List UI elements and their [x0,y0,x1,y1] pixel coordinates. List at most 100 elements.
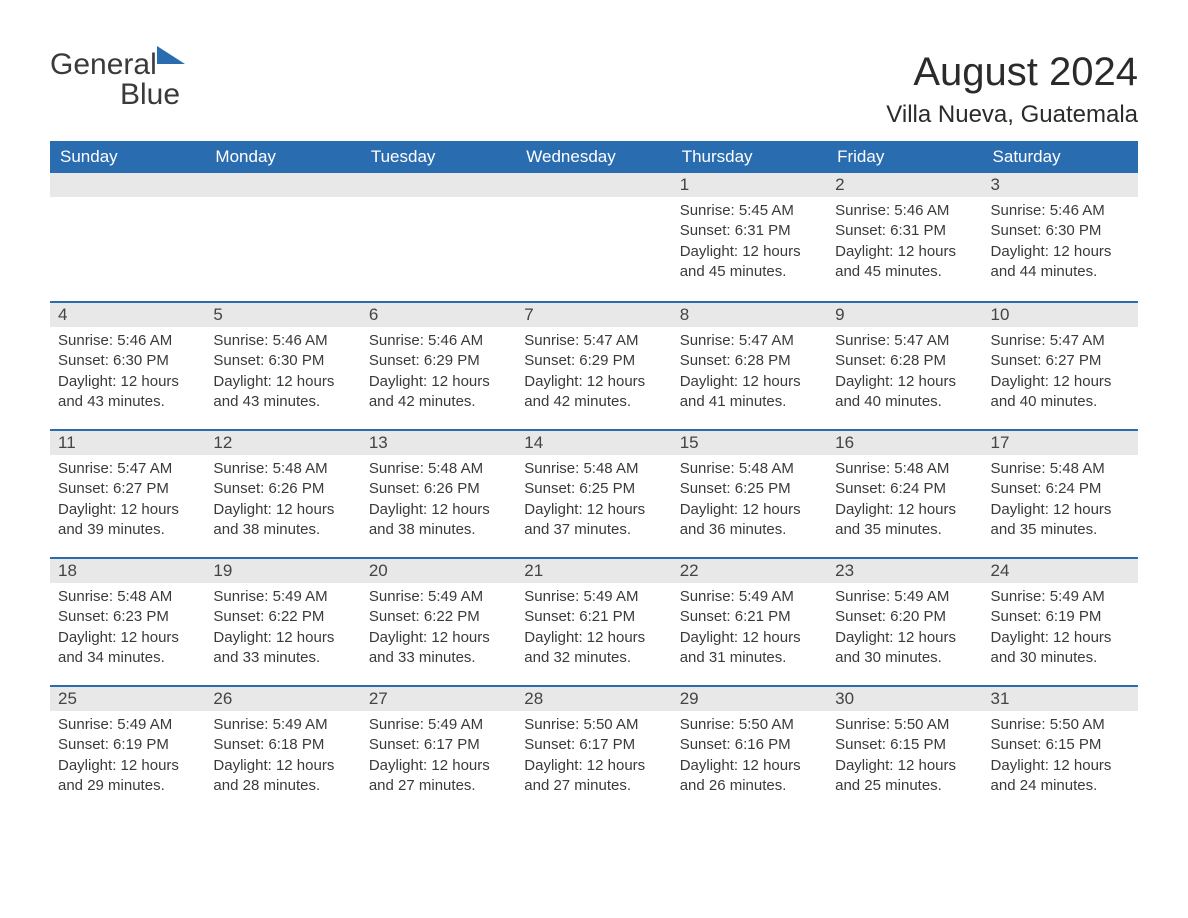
day-number: 30 [827,685,982,711]
day-body: Sunrise: 5:48 AMSunset: 6:25 PMDaylight:… [516,455,671,548]
day-number: 3 [983,173,1138,197]
header: General Blue August 2024 Villa Nueva, Gu… [50,50,1138,129]
calendar-cell: 16Sunrise: 5:48 AMSunset: 6:24 PMDayligh… [827,429,982,557]
weekday-header: Sunday [50,141,205,173]
calendar-cell [516,173,671,301]
day-body: Sunrise: 5:49 AMSunset: 6:19 PMDaylight:… [50,711,205,804]
day-number: 22 [672,557,827,583]
calendar-cell: 13Sunrise: 5:48 AMSunset: 6:26 PMDayligh… [361,429,516,557]
day-body: Sunrise: 5:49 AMSunset: 6:17 PMDaylight:… [361,711,516,804]
day-number: 9 [827,301,982,327]
day-body: Sunrise: 5:48 AMSunset: 6:23 PMDaylight:… [50,583,205,676]
weekday-header: Saturday [983,141,1138,173]
day-number: 1 [672,173,827,197]
calendar-table: SundayMondayTuesdayWednesdayThursdayFrid… [50,141,1138,813]
empty-day-header [361,173,516,197]
day-body: Sunrise: 5:47 AMSunset: 6:27 PMDaylight:… [50,455,205,548]
day-number: 8 [672,301,827,327]
day-number: 21 [516,557,671,583]
calendar-cell: 7Sunrise: 5:47 AMSunset: 6:29 PMDaylight… [516,301,671,429]
weekday-header: Thursday [672,141,827,173]
day-body: Sunrise: 5:47 AMSunset: 6:29 PMDaylight:… [516,327,671,420]
day-number: 2 [827,173,982,197]
day-number: 18 [50,557,205,583]
calendar-cell: 29Sunrise: 5:50 AMSunset: 6:16 PMDayligh… [672,685,827,813]
day-number: 26 [205,685,360,711]
calendar-cell: 11Sunrise: 5:47 AMSunset: 6:27 PMDayligh… [50,429,205,557]
day-number: 12 [205,429,360,455]
day-body: Sunrise: 5:48 AMSunset: 6:26 PMDaylight:… [361,455,516,548]
day-body: Sunrise: 5:49 AMSunset: 6:21 PMDaylight:… [516,583,671,676]
day-body: Sunrise: 5:46 AMSunset: 6:30 PMDaylight:… [50,327,205,420]
empty-day-header [50,173,205,197]
day-number: 5 [205,301,360,327]
day-number: 15 [672,429,827,455]
calendar-cell: 5Sunrise: 5:46 AMSunset: 6:30 PMDaylight… [205,301,360,429]
day-number: 29 [672,685,827,711]
month-title: August 2024 [886,50,1138,95]
calendar-cell: 23Sunrise: 5:49 AMSunset: 6:20 PMDayligh… [827,557,982,685]
location: Villa Nueva, Guatemala [886,101,1138,129]
day-number: 27 [361,685,516,711]
calendar-cell: 30Sunrise: 5:50 AMSunset: 6:15 PMDayligh… [827,685,982,813]
day-number: 28 [516,685,671,711]
calendar-cell: 21Sunrise: 5:49 AMSunset: 6:21 PMDayligh… [516,557,671,685]
calendar-cell: 2Sunrise: 5:46 AMSunset: 6:31 PMDaylight… [827,173,982,301]
day-body: Sunrise: 5:46 AMSunset: 6:30 PMDaylight:… [205,327,360,420]
calendar-cell: 9Sunrise: 5:47 AMSunset: 6:28 PMDaylight… [827,301,982,429]
day-body: Sunrise: 5:47 AMSunset: 6:28 PMDaylight:… [827,327,982,420]
calendar-cell: 15Sunrise: 5:48 AMSunset: 6:25 PMDayligh… [672,429,827,557]
calendar-cell: 8Sunrise: 5:47 AMSunset: 6:28 PMDaylight… [672,301,827,429]
title-block: August 2024 Villa Nueva, Guatemala [886,50,1138,129]
day-number: 10 [983,301,1138,327]
day-body: Sunrise: 5:48 AMSunset: 6:26 PMDaylight:… [205,455,360,548]
calendar-cell: 24Sunrise: 5:49 AMSunset: 6:19 PMDayligh… [983,557,1138,685]
empty-day-header [516,173,671,197]
day-body: Sunrise: 5:49 AMSunset: 6:22 PMDaylight:… [361,583,516,676]
day-body: Sunrise: 5:50 AMSunset: 6:15 PMDaylight:… [827,711,982,804]
calendar-cell: 22Sunrise: 5:49 AMSunset: 6:21 PMDayligh… [672,557,827,685]
calendar-cell: 12Sunrise: 5:48 AMSunset: 6:26 PMDayligh… [205,429,360,557]
day-body: Sunrise: 5:50 AMSunset: 6:17 PMDaylight:… [516,711,671,804]
day-body: Sunrise: 5:46 AMSunset: 6:29 PMDaylight:… [361,327,516,420]
day-number: 20 [361,557,516,583]
calendar-cell: 25Sunrise: 5:49 AMSunset: 6:19 PMDayligh… [50,685,205,813]
day-number: 24 [983,557,1138,583]
calendar-cell: 3Sunrise: 5:46 AMSunset: 6:30 PMDaylight… [983,173,1138,301]
logo-triangle-icon [157,46,185,64]
day-number: 13 [361,429,516,455]
calendar-cell: 4Sunrise: 5:46 AMSunset: 6:30 PMDaylight… [50,301,205,429]
calendar-cell: 14Sunrise: 5:48 AMSunset: 6:25 PMDayligh… [516,429,671,557]
calendar-cell [361,173,516,301]
day-body: Sunrise: 5:50 AMSunset: 6:15 PMDaylight:… [983,711,1138,804]
calendar-cell: 19Sunrise: 5:49 AMSunset: 6:22 PMDayligh… [205,557,360,685]
calendar-cell: 20Sunrise: 5:49 AMSunset: 6:22 PMDayligh… [361,557,516,685]
logo-text-part1: General [50,48,157,81]
weekday-header: Monday [205,141,360,173]
day-number: 14 [516,429,671,455]
day-body: Sunrise: 5:48 AMSunset: 6:24 PMDaylight:… [983,455,1138,548]
day-number: 6 [361,301,516,327]
day-body: Sunrise: 5:48 AMSunset: 6:24 PMDaylight:… [827,455,982,548]
day-number: 25 [50,685,205,711]
calendar-cell: 28Sunrise: 5:50 AMSunset: 6:17 PMDayligh… [516,685,671,813]
weekday-header: Wednesday [516,141,671,173]
day-number: 23 [827,557,982,583]
day-body: Sunrise: 5:46 AMSunset: 6:31 PMDaylight:… [827,197,982,290]
day-number: 16 [827,429,982,455]
weekday-header: Tuesday [361,141,516,173]
calendar-body: 1Sunrise: 5:45 AMSunset: 6:31 PMDaylight… [50,173,1138,813]
day-body: Sunrise: 5:45 AMSunset: 6:31 PMDaylight:… [672,197,827,290]
day-number: 11 [50,429,205,455]
calendar-cell: 17Sunrise: 5:48 AMSunset: 6:24 PMDayligh… [983,429,1138,557]
empty-day-header [205,173,360,197]
day-body: Sunrise: 5:49 AMSunset: 6:22 PMDaylight:… [205,583,360,676]
calendar-cell: 10Sunrise: 5:47 AMSunset: 6:27 PMDayligh… [983,301,1138,429]
calendar-cell [205,173,360,301]
day-body: Sunrise: 5:48 AMSunset: 6:25 PMDaylight:… [672,455,827,548]
day-number: 31 [983,685,1138,711]
calendar-cell: 18Sunrise: 5:48 AMSunset: 6:23 PMDayligh… [50,557,205,685]
calendar-cell: 6Sunrise: 5:46 AMSunset: 6:29 PMDaylight… [361,301,516,429]
day-body: Sunrise: 5:47 AMSunset: 6:28 PMDaylight:… [672,327,827,420]
day-body: Sunrise: 5:49 AMSunset: 6:18 PMDaylight:… [205,711,360,804]
